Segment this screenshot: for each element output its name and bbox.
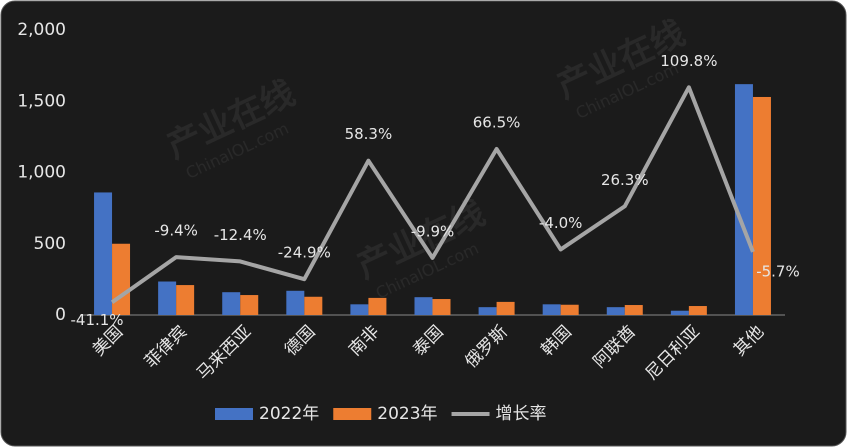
data-label: -5.7% bbox=[756, 262, 800, 280]
legend-swatch bbox=[333, 408, 372, 420]
data-label: -24.9% bbox=[278, 244, 331, 262]
bar bbox=[286, 290, 305, 315]
bar bbox=[158, 281, 177, 315]
y-tick-label: 1,500 bbox=[17, 91, 66, 111]
data-label: -9.9% bbox=[411, 222, 455, 240]
bar bbox=[688, 306, 707, 315]
bar bbox=[240, 295, 259, 315]
y-tick-label: 2,000 bbox=[17, 20, 66, 40]
bar bbox=[94, 192, 113, 315]
bar bbox=[606, 307, 625, 315]
bar bbox=[222, 292, 241, 315]
data-label: 66.5% bbox=[473, 113, 521, 131]
data-label: 109.8% bbox=[660, 52, 717, 70]
legend-swatch bbox=[215, 408, 253, 420]
bar bbox=[752, 96, 771, 315]
bar bbox=[478, 307, 497, 315]
bar bbox=[496, 301, 515, 315]
bar bbox=[670, 310, 689, 315]
legend-label: 2022年 bbox=[259, 404, 319, 424]
bar bbox=[176, 285, 195, 315]
data-label: -9.4% bbox=[154, 222, 198, 240]
bar bbox=[624, 305, 643, 315]
data-label: 58.3% bbox=[345, 125, 393, 143]
bar bbox=[734, 84, 753, 316]
legend-label: 增长率 bbox=[496, 404, 547, 424]
data-label: -41.1% bbox=[71, 311, 124, 329]
y-tick-label: 0 bbox=[55, 305, 66, 325]
bar bbox=[350, 304, 369, 315]
bar bbox=[542, 304, 561, 315]
bar bbox=[368, 297, 387, 315]
line bbox=[110, 85, 755, 304]
data-label: -12.4% bbox=[214, 226, 267, 244]
bar bbox=[432, 299, 451, 315]
bar bbox=[112, 243, 131, 315]
y-tick-label: 1,000 bbox=[17, 163, 66, 183]
data-label: -4.0% bbox=[539, 214, 583, 232]
data-label: 26.3% bbox=[601, 171, 649, 189]
bar bbox=[414, 297, 433, 315]
y-tick-label: 500 bbox=[34, 234, 66, 254]
legend-label: 2023年 bbox=[377, 404, 437, 424]
bar bbox=[304, 296, 323, 315]
bar bbox=[560, 304, 579, 315]
